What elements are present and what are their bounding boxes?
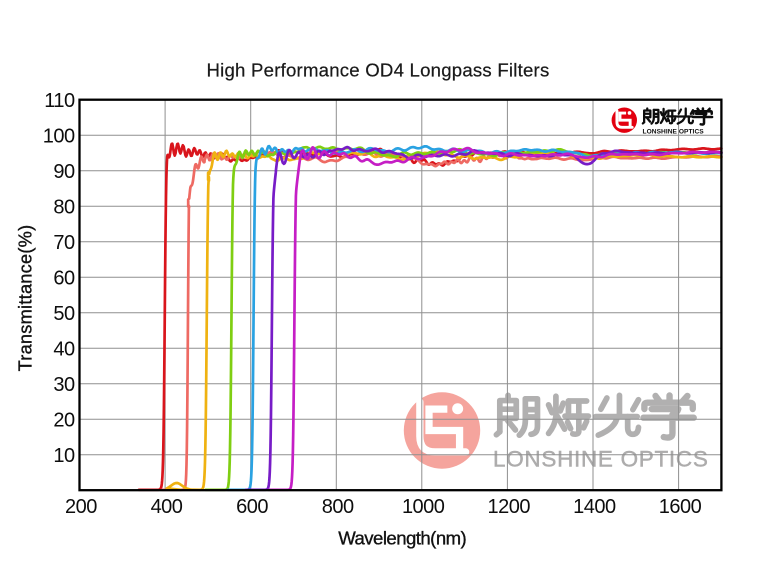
svg-text:Wavelength(nm): Wavelength(nm) (338, 528, 466, 549)
svg-text:60: 60 (53, 267, 75, 289)
svg-text:30: 30 (53, 374, 75, 396)
svg-text:80: 80 (53, 196, 75, 218)
svg-text:10: 10 (53, 445, 75, 467)
svg-text:1000: 1000 (402, 496, 445, 518)
svg-text:LONSHINE OPTICS: LONSHINE OPTICS (493, 447, 709, 472)
svg-text:90: 90 (53, 161, 75, 183)
svg-text:600: 600 (236, 496, 268, 518)
svg-text:20: 20 (53, 409, 75, 431)
svg-text:110: 110 (44, 90, 75, 112)
svg-text:200: 200 (65, 496, 97, 518)
svg-text:50: 50 (53, 303, 75, 325)
svg-text:400: 400 (151, 496, 183, 518)
svg-text:70: 70 (53, 232, 75, 254)
svg-text:LONSHINE OPTICS: LONSHINE OPTICS (643, 129, 705, 136)
svg-text:800: 800 (322, 496, 354, 518)
svg-text:High Performance OD4 Longpass: High Performance OD4 Longpass Filters (207, 59, 550, 80)
svg-text:1200: 1200 (488, 496, 531, 518)
svg-text:1600: 1600 (659, 496, 702, 518)
svg-text:40: 40 (53, 338, 75, 360)
svg-text:100: 100 (43, 125, 75, 147)
svg-text:Transmittance(%): Transmittance(%) (16, 225, 36, 372)
svg-text:1400: 1400 (573, 496, 616, 518)
